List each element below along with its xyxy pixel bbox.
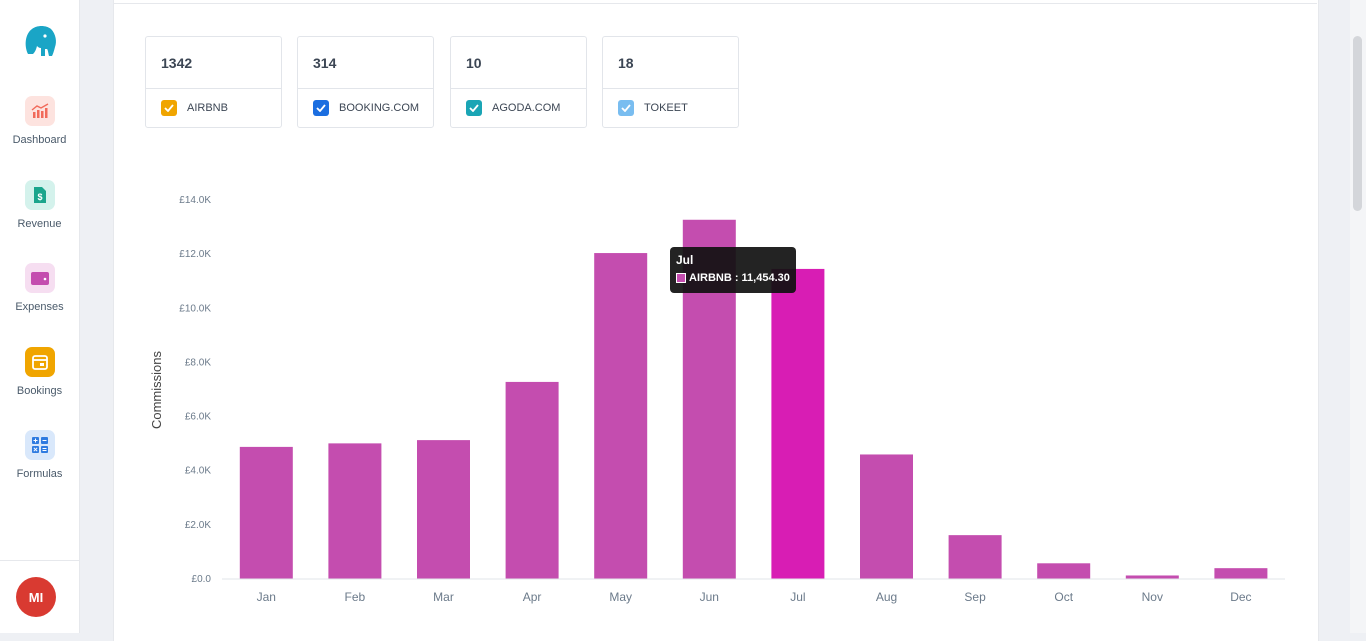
sidebar-item-label: Expenses xyxy=(15,301,64,313)
calculator-icon xyxy=(24,430,55,460)
stat-label: TOKEET xyxy=(644,102,688,114)
page-scrollbar[interactable] xyxy=(1350,0,1366,633)
stat-label: AGODA.COM xyxy=(492,102,561,114)
stat-card-tokeet: 18 TOKEET xyxy=(602,36,739,128)
x-tick-label: Dec xyxy=(1230,590,1251,604)
y-axis-title: Commissions xyxy=(149,350,164,429)
sidebar-item-label: Formulas xyxy=(16,468,63,480)
channel-toggle-airbnb[interactable]: AIRBNB xyxy=(146,89,281,127)
bar-sep[interactable] xyxy=(948,535,1002,579)
checkbox-checked-icon[interactable] xyxy=(618,100,634,116)
bar-may[interactable] xyxy=(594,253,648,579)
y-tick-label: £10.0K xyxy=(179,303,211,314)
dashboard-chart-icon xyxy=(24,96,55,126)
channel-toggle-agoda[interactable]: AGODA.COM xyxy=(451,89,586,127)
bar-nov[interactable] xyxy=(1125,575,1179,579)
tooltip-value: AIRBNB : 11,454.30 xyxy=(689,272,790,284)
calendar-icon xyxy=(24,347,55,377)
y-tick-label: £12.0K xyxy=(179,249,211,260)
sidebar-item-bookings[interactable]: Bookings xyxy=(0,347,79,397)
sidebar-item-dashboard[interactable]: Dashboard xyxy=(0,96,79,146)
x-tick-label: May xyxy=(609,590,632,604)
bar-jul[interactable] xyxy=(771,268,825,579)
bar-oct[interactable] xyxy=(1037,563,1091,579)
checkbox-checked-icon[interactable] xyxy=(466,100,482,116)
y-tick-label: £2.0K xyxy=(185,520,211,531)
x-tick-label: Apr xyxy=(523,590,542,604)
stat-value: 10 xyxy=(451,37,586,89)
bar-dec[interactable] xyxy=(1214,568,1268,579)
sidebar: Dashboard $ Revenue Expenses Bookings Fo… xyxy=(0,0,80,633)
x-tick-label: Oct xyxy=(1054,590,1073,604)
stat-label: AIRBNB xyxy=(187,102,228,114)
card-top-border xyxy=(113,3,1317,4)
stat-label: BOOKING.COM xyxy=(339,102,420,114)
wallet-icon xyxy=(24,263,55,293)
stat-value: 18 xyxy=(603,37,738,89)
sidebar-divider xyxy=(0,560,79,561)
y-tick-label: £8.0K xyxy=(185,357,211,368)
sidebar-item-label: Revenue xyxy=(17,218,62,230)
sidebar-item-label: Bookings xyxy=(16,385,63,397)
x-tick-label: Aug xyxy=(876,590,897,604)
x-tick-label: Nov xyxy=(1142,590,1163,604)
bar-aug[interactable] xyxy=(860,454,913,579)
x-tick-label: Jun xyxy=(700,590,719,604)
bar-feb[interactable] xyxy=(328,443,382,579)
elephant-logo-icon[interactable] xyxy=(22,24,58,58)
sidebar-item-formulas[interactable]: Formulas xyxy=(0,430,79,480)
series-swatch xyxy=(676,273,686,283)
bar-apr[interactable] xyxy=(505,381,559,579)
stat-card-booking: 314 BOOKING.COM xyxy=(297,36,434,128)
stat-value: 1342 xyxy=(146,37,281,89)
stat-card-agoda: 10 AGODA.COM xyxy=(450,36,587,128)
channel-toggle-tokeet[interactable]: TOKEET xyxy=(603,89,738,127)
x-tick-label: Feb xyxy=(345,590,366,604)
x-tick-label: Sep xyxy=(964,590,986,604)
x-tick-label: Jul xyxy=(790,590,805,604)
sidebar-item-expenses[interactable]: Expenses xyxy=(0,263,79,313)
tooltip-title: Jul xyxy=(676,253,694,267)
bar-jan[interactable] xyxy=(239,446,293,579)
revenue-document-icon: $ xyxy=(24,180,55,210)
y-tick-label: £4.0K xyxy=(185,466,211,477)
scrollbar-thumb[interactable] xyxy=(1353,36,1362,211)
sidebar-item-revenue[interactable]: $ Revenue xyxy=(0,180,79,230)
stat-value: 314 xyxy=(298,37,433,89)
y-tick-label: £6.0K xyxy=(185,412,211,423)
chart-tooltip: Jul AIRBNB : 11,454.30 xyxy=(670,247,796,293)
tooltip-row: AIRBNB : 11,454.30 xyxy=(676,272,790,284)
checkbox-checked-icon[interactable] xyxy=(313,100,329,116)
bar-mar[interactable] xyxy=(417,440,470,579)
x-tick-label: Jan xyxy=(257,590,276,604)
channel-toggle-booking[interactable]: BOOKING.COM xyxy=(298,89,433,127)
svg-text:$: $ xyxy=(37,192,42,202)
avatar[interactable]: MI xyxy=(16,577,56,617)
stat-card-airbnb: 1342 AIRBNB xyxy=(145,36,282,128)
y-tick-label: £0.0 xyxy=(192,574,212,585)
sidebar-item-label: Dashboard xyxy=(12,134,67,146)
x-tick-label: Mar xyxy=(433,590,454,604)
y-tick-label: £14.0K xyxy=(179,195,211,206)
checkbox-checked-icon[interactable] xyxy=(161,100,177,116)
